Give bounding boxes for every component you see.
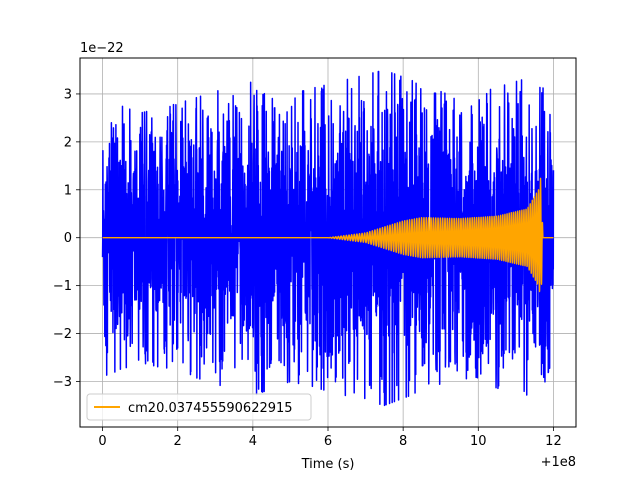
x-offset-label: +1e8: [541, 455, 576, 470]
legend: cm20.037455590622915: [86, 393, 312, 421]
y-tick-label: −2: [53, 327, 72, 342]
x-tick-label: 6: [324, 434, 332, 449]
x-tick-label: 4: [249, 434, 257, 449]
x-tick-label: 8: [399, 434, 407, 449]
series-line-noise: [101, 70, 555, 407]
y-scale-label: 1e−22: [80, 41, 124, 56]
legend-box: [86, 393, 312, 421]
series-line-cm20: [101, 177, 554, 293]
y-tick-label: 0: [64, 231, 72, 246]
x-tick-label: 12: [545, 434, 562, 449]
x-tick-label: 2: [174, 434, 182, 449]
y-tick-label: 1: [64, 183, 72, 198]
x-tick-label: 10: [470, 434, 487, 449]
legend-label-cm20: cm20.037455590622915: [128, 401, 293, 416]
x-axis-label: Time (s): [301, 457, 355, 472]
y-tick-label: 3: [64, 87, 72, 102]
x-tick-label: 0: [98, 434, 106, 449]
y-tick-label: 2: [64, 135, 72, 150]
plot-series: [101, 70, 555, 407]
y-tick-label: −3: [53, 375, 72, 390]
y-tick-label: −1: [53, 279, 72, 294]
